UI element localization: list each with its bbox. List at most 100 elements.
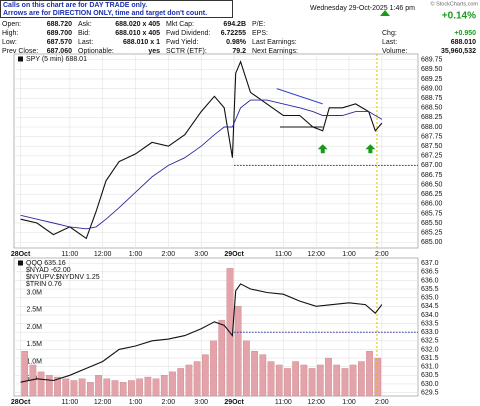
- y-tick-label: 2.0M: [26, 324, 42, 331]
- y-tick-label: 633.0: [421, 329, 439, 336]
- x-tick-label: 2:00: [162, 251, 176, 258]
- quote-label: SCTR (ETF):: [166, 48, 207, 55]
- price-frame: [13, 53, 419, 249]
- legend-label: $TRIN 0.76: [26, 281, 62, 288]
- volume-bar: [70, 380, 78, 397]
- volume-bar: [54, 376, 61, 397]
- quote-value: 687.060: [47, 48, 72, 55]
- volume-bar: [316, 364, 324, 397]
- y-tick-label: 632.0: [421, 346, 439, 353]
- y-tick-label: 688.25: [421, 114, 443, 121]
- volume-bar: [128, 380, 135, 397]
- legend-label: $NYUPV:$NYDNV 1.25: [26, 274, 100, 281]
- quote-label: EPS:: [252, 30, 268, 37]
- volume-bar: [267, 361, 275, 397]
- y-tick-label: 685.25: [421, 229, 443, 236]
- x-tick-label: 29Oct: [224, 399, 244, 406]
- x-tick-label: 11:00: [275, 251, 292, 258]
- volume-bar: [275, 364, 283, 397]
- volume-bar: [37, 371, 45, 397]
- volume-bar: [62, 378, 70, 397]
- quote-value: 6.72255: [221, 30, 246, 37]
- quote-label: P/E:: [252, 21, 265, 28]
- legend-swatch: [18, 260, 23, 266]
- quote-label: High:: [2, 30, 18, 37]
- volume-bar: [341, 368, 349, 397]
- series-line: [20, 283, 383, 383]
- x-tick-label: 2:00: [375, 399, 389, 406]
- y-tick-label: 631.5: [421, 355, 439, 362]
- y-tick-label: 687.50: [421, 143, 443, 150]
- legend-label: QQQ 635.16: [26, 260, 66, 267]
- x-tick-label: 28Oct: [11, 251, 31, 258]
- y-tick-label: 636.5: [421, 269, 439, 276]
- quote-label: Optionable:: [78, 48, 114, 55]
- x-tick-label: 12:00: [94, 251, 112, 258]
- x-tick-label: 12:00: [307, 251, 325, 258]
- quote-label: Bid:: [78, 30, 90, 37]
- legend-label: SPY (5 min) 688.01: [26, 56, 87, 63]
- quote-value: 0.98%: [226, 39, 247, 46]
- volume-bar: [160, 375, 168, 397]
- quote-value: +0.14%: [442, 11, 476, 22]
- y-tick-label: 634.0: [421, 312, 439, 319]
- volume-bar: [251, 350, 258, 397]
- y-tick-label: 689.75: [421, 57, 443, 64]
- x-tick-label: 3:00: [194, 251, 208, 258]
- quote-label: Chg:: [382, 30, 397, 37]
- quote-label: Ask:: [78, 21, 92, 28]
- quote-label: Mkt Cap:: [166, 21, 194, 28]
- y-tick-label: 634.5: [421, 303, 439, 310]
- volume-bar: [325, 357, 332, 397]
- x-tick-label: 1:00: [129, 399, 143, 406]
- y-tick-label: 2.5M: [26, 307, 42, 314]
- volume-bar: [201, 354, 209, 397]
- quote-label: Low:: [2, 39, 17, 46]
- volume-bar: [333, 364, 341, 397]
- quote-label: Next Earnings:: [252, 48, 298, 55]
- y-tick-label: 1.0M: [26, 358, 42, 365]
- y-tick-label: 689.00: [421, 85, 443, 92]
- quote-value: 688.010: [451, 39, 476, 46]
- y-tick-label: 632.5: [421, 338, 439, 345]
- y-tick-label: 686.75: [421, 172, 443, 179]
- series-line: [20, 60, 383, 240]
- quote-label: Fwd Yield:: [166, 39, 198, 46]
- volume-bar: [218, 319, 226, 397]
- y-tick-label: 635.5: [421, 286, 439, 293]
- volume-bar: [243, 340, 250, 397]
- y-tick-label: 636.0: [421, 277, 439, 284]
- quote-label: Volume:: [382, 48, 407, 55]
- quote-label: Open:: [2, 21, 21, 28]
- volume-bar: [349, 364, 357, 397]
- quote-label: Last Earnings:: [252, 39, 297, 46]
- volume-bar: [300, 364, 308, 397]
- y-tick-label: 685.00: [421, 239, 443, 246]
- quote-label: Last:: [382, 39, 397, 46]
- y-tick-label: 689.50: [421, 66, 443, 73]
- x-tick-label: 28Oct: [11, 399, 31, 406]
- x-tick-label: 1:00: [342, 251, 356, 258]
- volume-bar: [259, 354, 267, 397]
- volume-bar: [78, 378, 86, 397]
- volume-bar: [366, 350, 373, 397]
- brand: © StockCharts.com: [431, 0, 479, 7]
- y-tick-label: 686.50: [421, 181, 443, 188]
- quote-value: 688.720: [47, 21, 72, 28]
- y-tick-label: 637.0: [421, 260, 439, 267]
- notes-box: [0, 0, 233, 18]
- x-tick-label: 12:00: [94, 399, 112, 406]
- quote-value: 688.010 x 405: [115, 30, 160, 37]
- y-tick-label: 688.00: [421, 124, 443, 131]
- volume-bar: [87, 382, 94, 397]
- y-tick-label: 635.0: [421, 295, 439, 302]
- volume-bar: [193, 361, 201, 397]
- quote-value: yes: [148, 48, 160, 55]
- volume-bar: [144, 376, 152, 397]
- y-tick-label: 687.75: [421, 133, 443, 140]
- volume-bar: [284, 368, 291, 397]
- y-tick-label: 685.75: [421, 210, 443, 217]
- x-tick-label: 29Oct: [224, 251, 244, 258]
- y-tick-label: 687.25: [421, 153, 443, 160]
